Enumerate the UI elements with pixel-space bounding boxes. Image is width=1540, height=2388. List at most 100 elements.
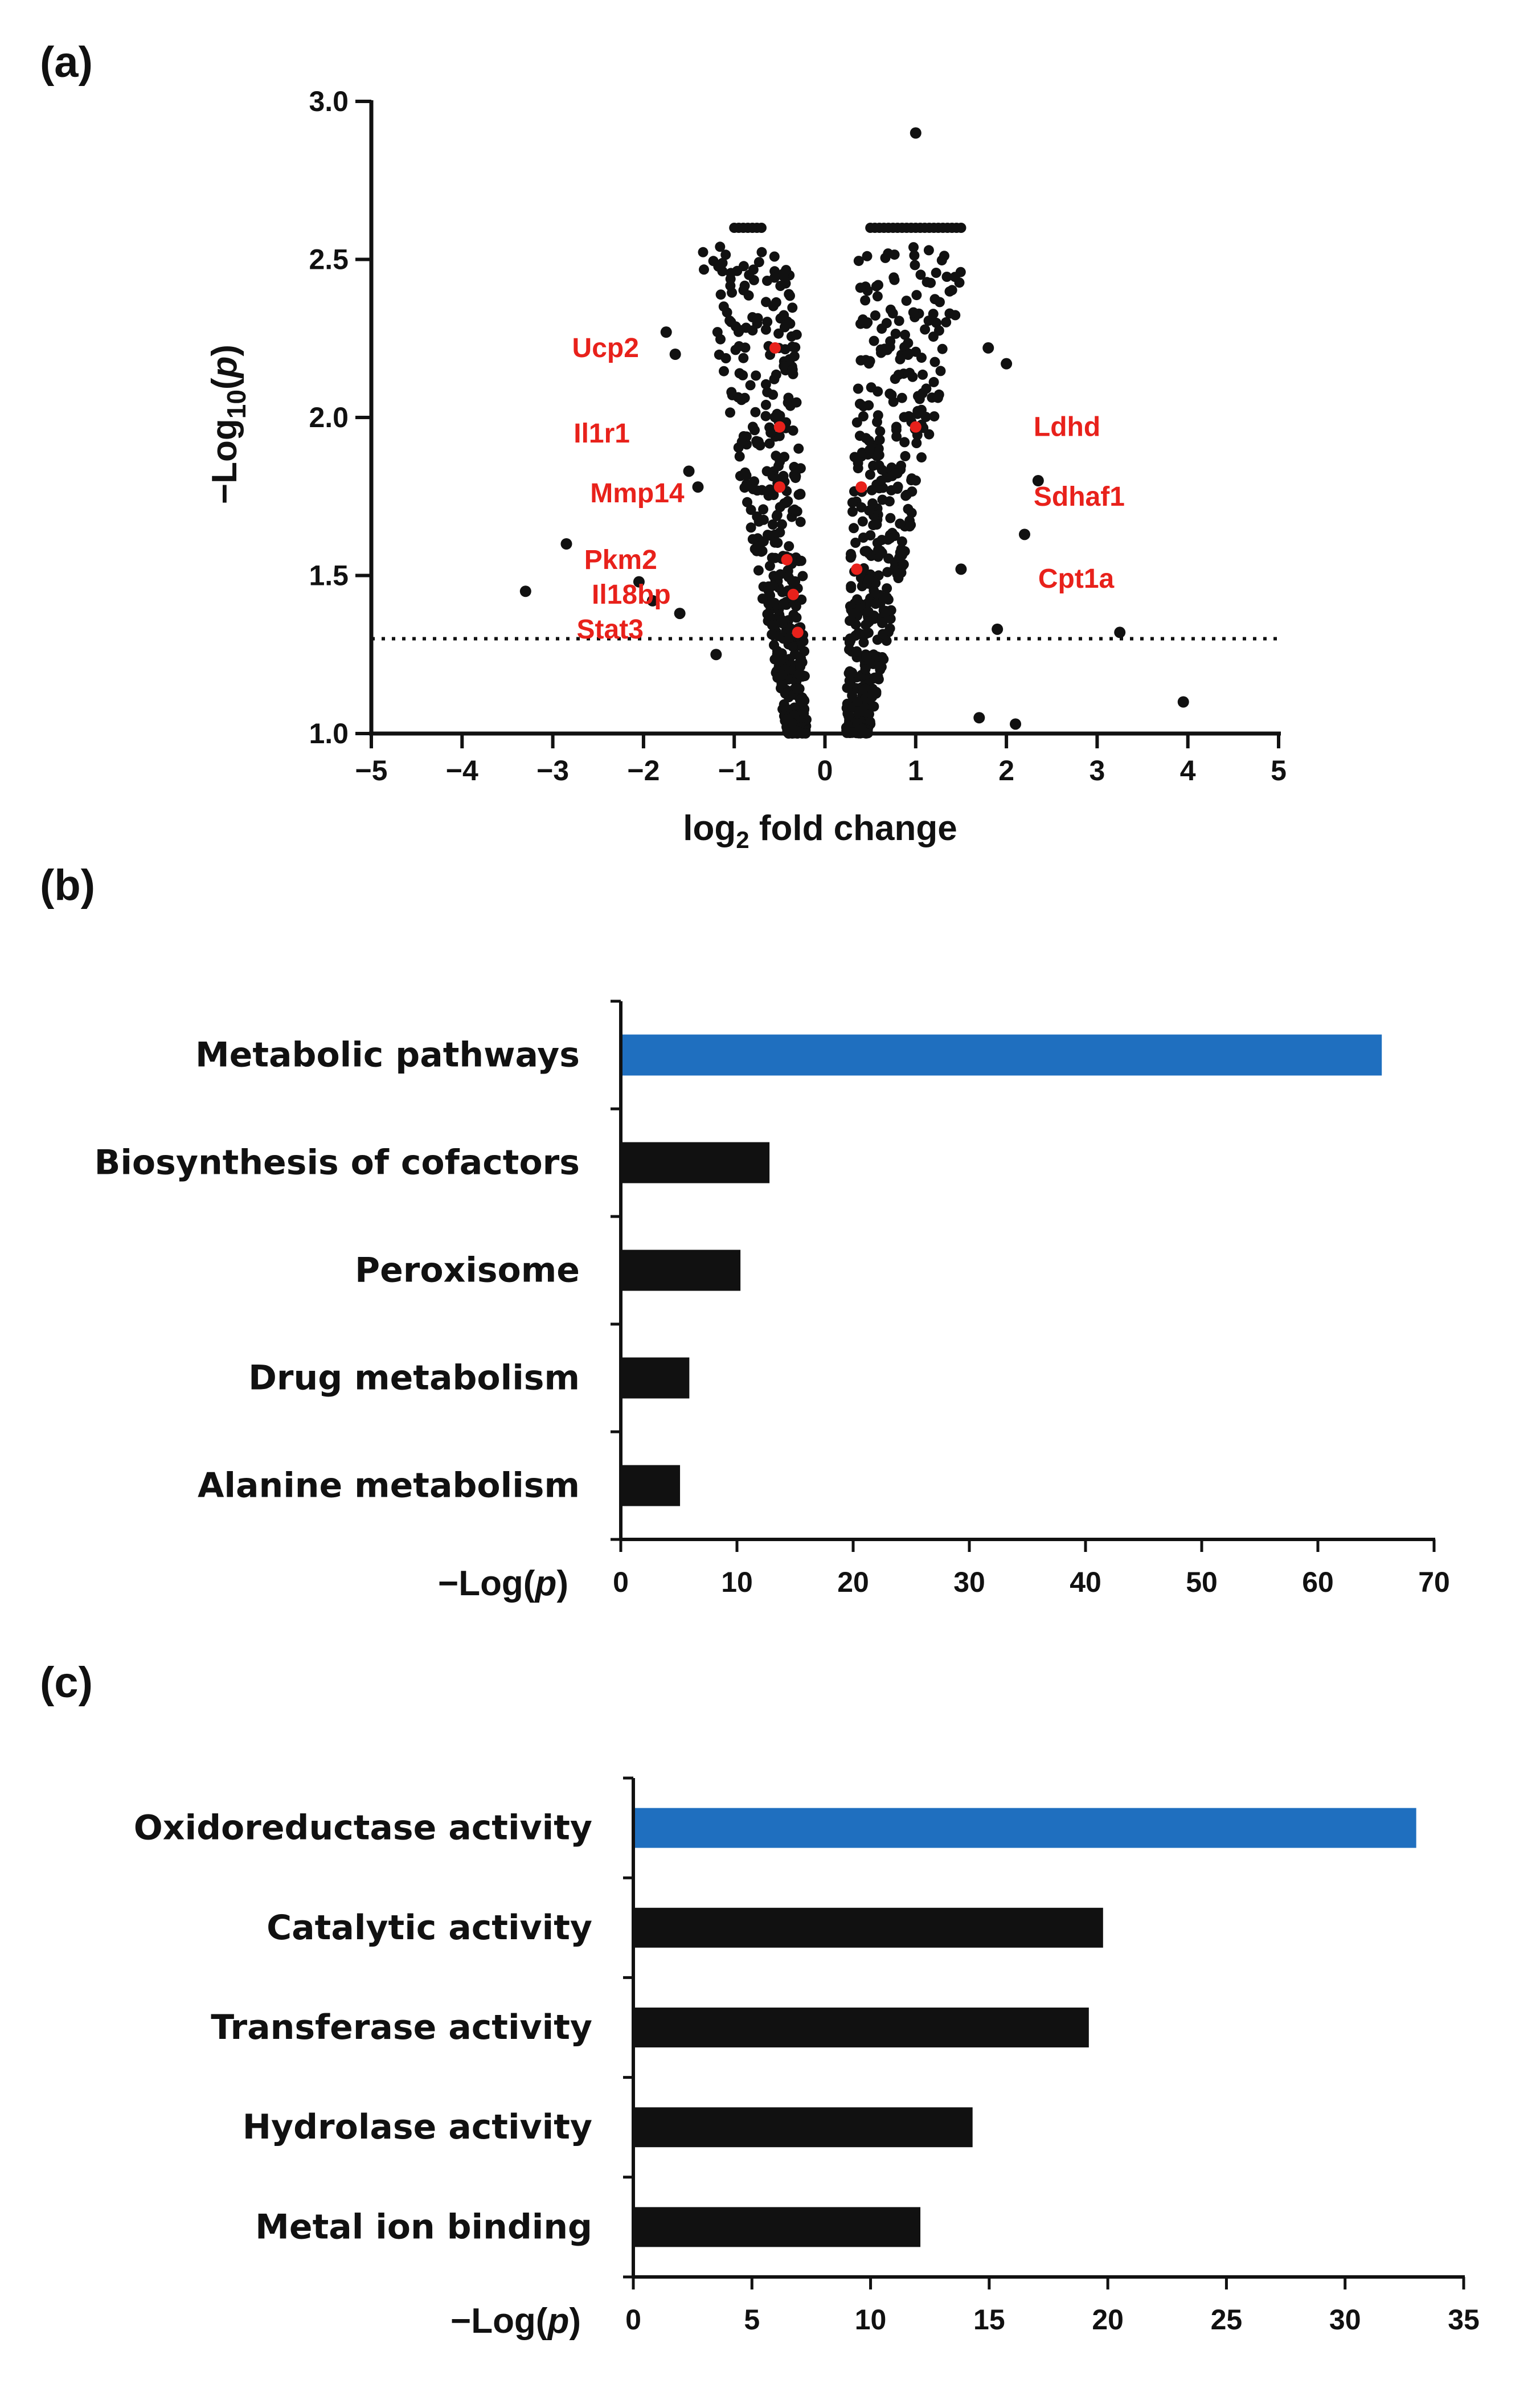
volcano-point: [768, 490, 779, 501]
volcano-point: [895, 518, 906, 529]
volcano-point: [896, 460, 906, 471]
volcano-point: [846, 551, 857, 562]
x-axis-title: −Log(p): [438, 1564, 568, 1603]
volcano-point: [846, 581, 857, 592]
volcano-point: [898, 559, 909, 570]
volcano-highlight-point: [773, 421, 785, 433]
volcano-point: [949, 272, 960, 282]
volcano-point: [785, 290, 795, 301]
volcano-point: [861, 433, 871, 444]
volcano-point: [756, 247, 767, 257]
volcano-point: [753, 565, 764, 576]
volcano-point: [890, 329, 901, 339]
volcano-point: [790, 473, 801, 484]
volcano-point: [877, 494, 888, 505]
volcano-point: [795, 517, 806, 527]
panel-label-a: (a): [40, 38, 93, 87]
volcano-point: [899, 437, 910, 448]
volcano-point: [869, 335, 879, 346]
volcano-point: [797, 571, 808, 581]
volcano-point: [931, 268, 941, 278]
x-tick-label: 0: [625, 2304, 641, 2336]
volcano-point: [758, 536, 769, 547]
volcano-highlight-point: [781, 554, 793, 566]
volcano-point: [850, 538, 861, 548]
volcano-point: [787, 302, 798, 313]
volcano-point: [748, 275, 759, 285]
volcano-point: [793, 669, 804, 679]
volcano-point: [764, 438, 775, 449]
volcano-point: [747, 534, 758, 544]
volcano-point: [867, 689, 878, 700]
volcano-point: [896, 392, 907, 403]
volcano-point: [992, 623, 1004, 635]
volcano-point: [920, 324, 931, 335]
volcano-point: [845, 675, 856, 686]
volcano-point: [791, 329, 802, 340]
volcano-point: [783, 495, 793, 506]
volcano-point: [868, 520, 879, 530]
volcano-point: [745, 380, 756, 391]
volcano-point: [771, 450, 781, 461]
volcano-point: [735, 470, 746, 481]
volcano-point: [903, 411, 914, 421]
volcano-point: [779, 310, 789, 321]
volcano-point: [916, 452, 927, 463]
volcano-point: [787, 641, 798, 652]
x-axis-title: −Log(p): [450, 2301, 581, 2341]
volcano-point: [843, 711, 854, 722]
volcano-point: [753, 436, 764, 447]
volcano-point: [660, 326, 672, 338]
volcano-point: [790, 576, 801, 587]
volcano-point: [646, 595, 658, 607]
volcano-point: [778, 598, 789, 609]
volcano-point: [757, 593, 768, 604]
volcano-point: [906, 507, 917, 518]
volcano-point: [783, 392, 794, 403]
volcano-point: [769, 272, 780, 283]
volcano-point: [746, 505, 756, 515]
bar: [633, 2008, 1089, 2047]
volcano-point: [935, 366, 946, 376]
volcano-point: [738, 261, 749, 272]
volcano-point: [882, 567, 893, 577]
volcano-x-tick-label: −1: [718, 755, 751, 787]
volcano-point: [760, 324, 771, 335]
volcano-point: [866, 485, 877, 495]
volcano-highlight-point: [792, 626, 804, 638]
volcano-point: [911, 346, 921, 357]
volcano-point: [789, 710, 800, 720]
volcano-point-cloud: [519, 127, 1189, 739]
volcano-point: [717, 257, 728, 268]
volcano-point: [795, 463, 806, 474]
volcano-point: [789, 351, 800, 362]
volcano-point: [751, 370, 761, 381]
x-tick-label: 15: [973, 2304, 1005, 2336]
volcano-point: [772, 538, 783, 548]
volcano-x-tick-label: −2: [627, 755, 660, 787]
volcano-point: [869, 587, 880, 598]
volcano-point: [870, 599, 881, 609]
bar: [633, 1907, 1103, 1948]
volcano-point: [885, 613, 896, 624]
volcano-x-tick-label: 0: [817, 755, 833, 787]
volcano-x-tick-label: 4: [1180, 755, 1196, 787]
volcano-point: [743, 290, 754, 301]
volcano-point: [1177, 696, 1189, 708]
volcano-point: [718, 301, 729, 312]
volcano-point: [863, 574, 874, 584]
volcano-point: [796, 653, 806, 664]
volcano-point: [633, 576, 645, 588]
category-label: Transferase activity: [211, 2008, 592, 2047]
volcano-point: [846, 667, 857, 678]
volcano-point: [853, 256, 864, 267]
volcano-point: [910, 260, 920, 271]
volcano-point: [913, 391, 923, 402]
volcano-point: [924, 429, 935, 440]
volcano-point: [929, 357, 940, 367]
volcano-point: [849, 523, 859, 534]
volcano-point: [886, 390, 897, 400]
volcano-point: [889, 275, 900, 285]
volcano-highlight-point: [851, 563, 863, 575]
